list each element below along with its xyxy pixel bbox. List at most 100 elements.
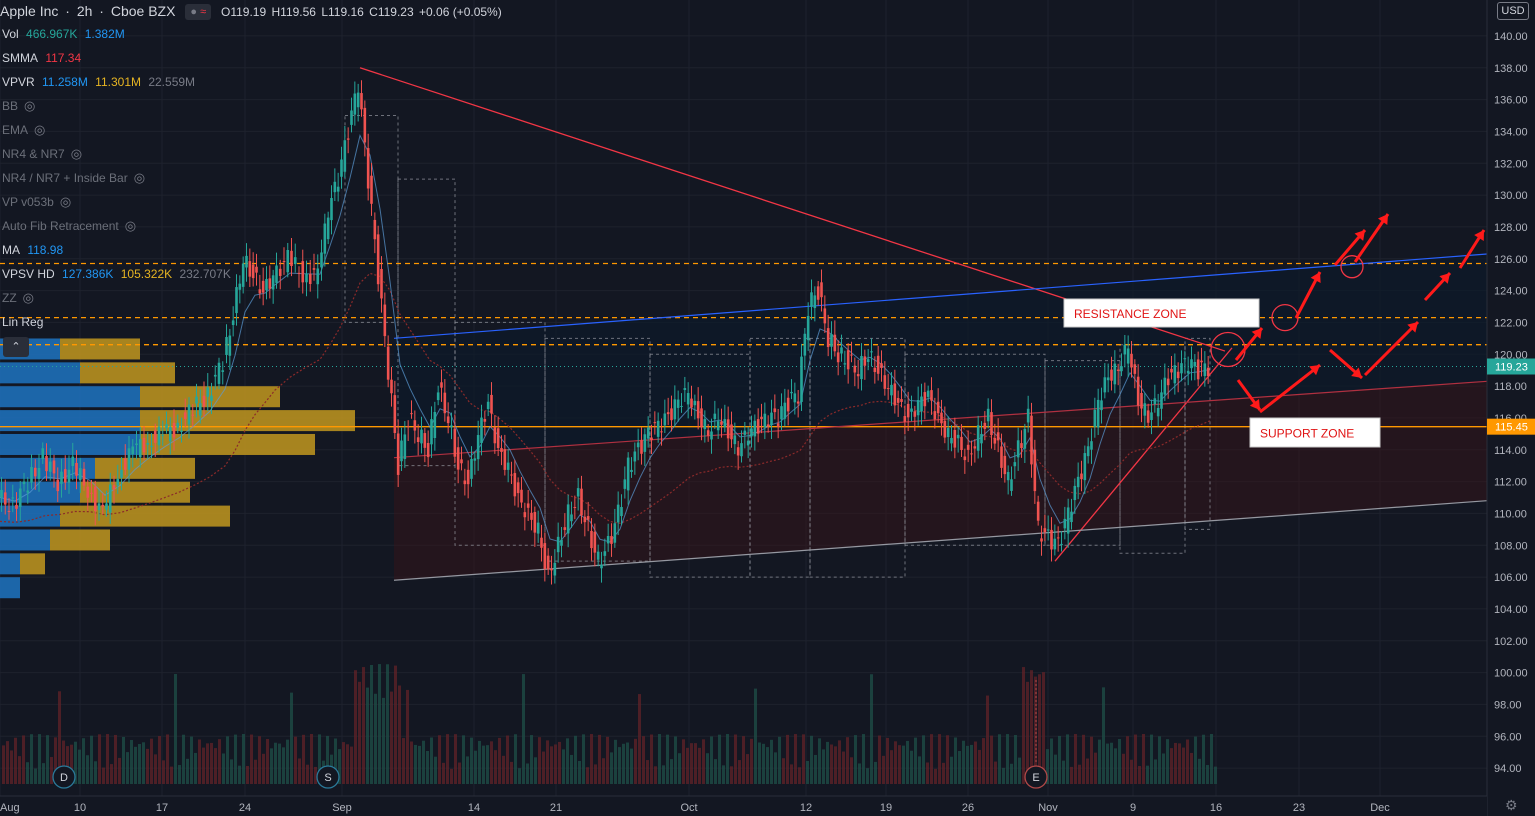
candle-body	[202, 395, 206, 407]
volume-bar	[890, 750, 893, 784]
indicator-row[interactable]: NR4 & NR7 ◎	[0, 142, 504, 166]
ohlc-close: C119.23	[369, 5, 414, 19]
symbol-header[interactable]: Apple Inc · 2h · Cboe BZX ● ≈ O119.19 H1…	[0, 3, 502, 21]
candle-body	[630, 469, 633, 473]
candle-body	[790, 391, 793, 394]
candle-body	[413, 420, 417, 431]
candle-body	[101, 504, 105, 507]
y-tick-label: 112.00	[1494, 477, 1527, 489]
candle-body	[613, 523, 617, 543]
indicator-row[interactable]: EMA ◎	[0, 118, 504, 142]
indicator-value: 232.707K	[176, 267, 231, 281]
indicator-row[interactable]: SMMA 117.34	[0, 46, 504, 70]
volume-bar	[730, 766, 733, 784]
candle-body	[486, 401, 490, 410]
candle-body	[996, 432, 1000, 441]
volume-bar	[518, 768, 521, 784]
interval-label[interactable]: 2h	[76, 3, 93, 19]
y-tick-label: 130.00	[1494, 190, 1528, 202]
indicator-row[interactable]: Auto Fib Retracement ◎	[0, 214, 504, 238]
candle-body	[636, 442, 640, 448]
indicator-row[interactable]: BB ◎	[0, 94, 504, 118]
candle-body	[333, 181, 337, 193]
volume-bar	[1086, 758, 1089, 784]
candle-body	[1206, 367, 1210, 376]
candle-body	[420, 429, 423, 444]
volume-bar	[282, 747, 285, 784]
arrow-head	[1354, 230, 1365, 241]
candle-body	[123, 458, 127, 470]
volume-bar	[686, 747, 689, 784]
indicator-row[interactable]: ZZ ◎	[0, 286, 504, 310]
hidden-eye-icon[interactable]: ◎	[22, 290, 35, 305]
indicator-row[interactable]: VPVR 11.258M 11.301M 22.559M	[0, 70, 504, 94]
volume-bar	[1098, 739, 1101, 784]
collapse-legend-button[interactable]: ⌃	[3, 337, 29, 357]
indicator-row[interactable]: Lin Reg	[0, 310, 504, 334]
candle-body	[386, 346, 390, 380]
volume-bar	[762, 743, 765, 784]
volume-profile-box	[1184, 337, 1211, 530]
candle-body	[376, 234, 380, 285]
candle-body	[703, 419, 707, 430]
vpvr-down-bar	[95, 457, 195, 479]
candle-body	[320, 252, 323, 268]
volume-bar	[726, 734, 729, 784]
volume-bar	[1026, 681, 1029, 784]
volume-bar	[902, 745, 905, 784]
candle-body	[251, 264, 255, 279]
volume-bar	[210, 742, 213, 784]
chart-legend: Apple Inc · 2h · Cboe BZX ● ≈ O119.19 H1…	[0, 0, 504, 334]
volume-bar	[734, 734, 737, 784]
indicator-row[interactable]: MA 118.98	[0, 238, 504, 262]
indicator-row[interactable]: NR4 / NR7 + Inside Bar ◎	[0, 166, 504, 190]
hidden-eye-icon[interactable]: ◎	[59, 194, 72, 209]
indicator-row[interactable]: VPSV HD 127.386K 105.322K 232.707K	[0, 262, 504, 286]
candle-body	[753, 420, 757, 437]
volume-bar	[314, 766, 317, 784]
hidden-eye-icon[interactable]: ◎	[70, 146, 83, 161]
candle-body	[640, 440, 643, 454]
volume-bar	[354, 670, 357, 784]
candle-body	[195, 396, 198, 404]
candle-body	[813, 295, 817, 309]
volume-bar	[446, 734, 449, 784]
indicator-row[interactable]: Vol 466.967K 1.382M	[0, 22, 504, 46]
candle-body	[1166, 378, 1170, 386]
volume-bar	[770, 739, 773, 784]
volume-bar	[1066, 734, 1069, 784]
volume-bar	[350, 746, 353, 784]
candle-body	[766, 424, 770, 427]
candle-body	[660, 431, 663, 433]
volume-bar	[486, 745, 489, 784]
market-status-chip[interactable]: ● ≈	[185, 4, 212, 21]
hidden-eye-icon[interactable]: ◎	[24, 98, 36, 113]
candle-body	[305, 273, 308, 283]
candle-body	[1116, 369, 1120, 371]
candle-body	[710, 431, 713, 440]
volume-bar	[274, 742, 277, 784]
candle-body	[606, 536, 610, 544]
candle-body	[576, 488, 580, 497]
hidden-eye-icon[interactable]: ◎	[34, 122, 46, 137]
volume-bar	[942, 762, 945, 784]
candle-body	[1000, 446, 1003, 468]
volume-bar	[58, 691, 61, 784]
vpvr-up-bar	[0, 433, 140, 455]
hidden-eye-icon[interactable]: ◎	[133, 170, 146, 185]
settings-gear-icon[interactable]: ⚙	[1505, 797, 1518, 813]
candle-body	[886, 388, 890, 390]
volume-bar	[334, 738, 337, 784]
volume-bar	[954, 737, 957, 784]
candle-body	[45, 456, 48, 472]
candle-body	[600, 564, 603, 569]
symbol-name[interactable]: Apple Inc	[0, 3, 59, 19]
volume-bar	[738, 760, 741, 784]
currency-label[interactable]: USD	[1497, 2, 1529, 20]
volume-bar	[778, 736, 781, 784]
candle-body	[172, 422, 176, 438]
hidden-eye-icon[interactable]: ◎	[124, 218, 137, 233]
vpvr-up-bar	[0, 362, 80, 384]
indicator-row[interactable]: VP v053b ◎	[0, 190, 504, 214]
